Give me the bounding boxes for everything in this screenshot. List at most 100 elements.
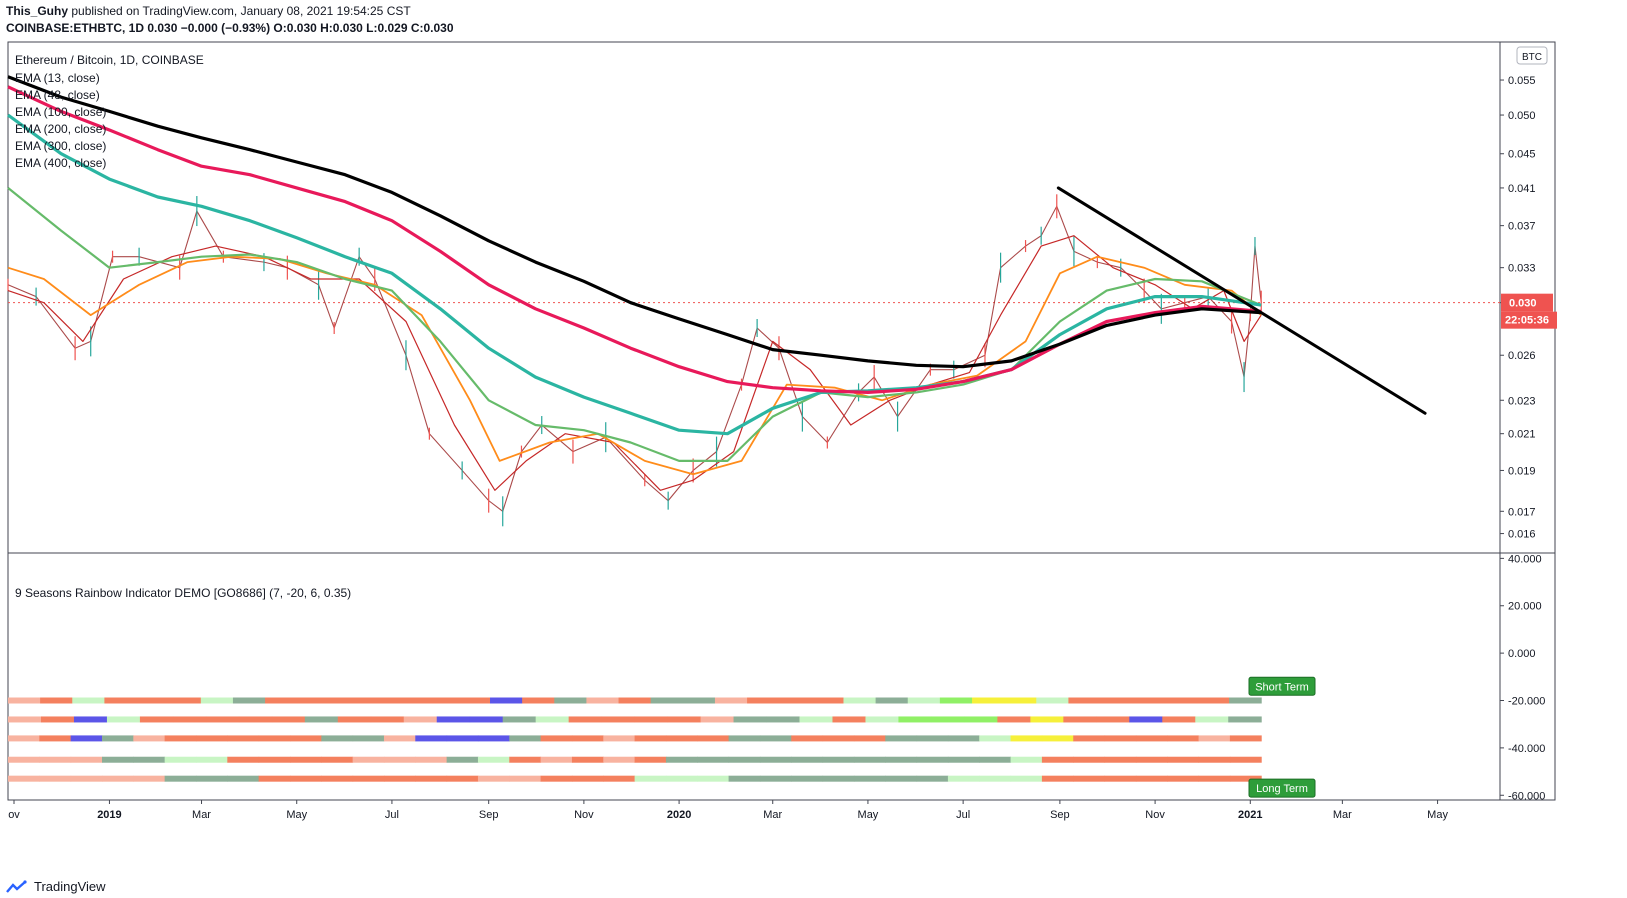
rainbow-segment [634,775,667,782]
rainbow-segment [766,716,801,723]
price-badge-value: 0.030 [1509,298,1537,310]
symbol-ohlc-line: COINBASE:ETHBTC, 1D 0.030 −0.000 (−0.93%… [6,21,454,35]
legend-ema-200[interactable]: EMA (200, close) [15,122,107,136]
rainbow-segment [665,756,698,763]
rainbow-segment [1196,697,1230,704]
rainbow-segment [865,716,899,723]
rainbow-segment [535,716,570,723]
ema-line-5 [7,75,1262,369]
ema-line-3 [7,113,1262,436]
price-tick-label: 0.017 [1508,506,1536,518]
rainbow-segment [747,697,780,704]
legend-ema-13[interactable]: EMA (13, close) [15,71,100,85]
rainbow-segment [997,716,1031,723]
rainbow-segment [477,735,510,742]
published-text: published on TradingView.com, January 08… [71,4,411,18]
price-tick-label: 0.026 [1508,350,1536,362]
rainbow-segment [1229,775,1262,782]
countdown-badge-box [1501,311,1557,329]
rainbow-segment [1162,716,1196,723]
rainbow-segment [265,697,298,704]
price-tick-label: 0.041 [1508,183,1536,195]
rainbow-segment [1132,697,1166,704]
footer-brand[interactable]: TradingView [6,879,106,894]
rainbow-segment [964,716,998,723]
rainbow-segment [1229,697,1262,704]
rainbow-segment [916,756,949,763]
legend-ema-48[interactable]: EMA (48, close) [15,88,100,102]
rainbow-segment [728,775,761,782]
price-tick-label: 0.023 [1508,395,1536,407]
rainbow-segment [733,716,768,723]
publish-info: This_Guhy published on TradingView.com, … [6,4,411,18]
rainbow-segment [1167,775,1200,782]
rainbow-segment [586,697,620,704]
ema-line-2 [7,187,1262,462]
price-tick-label: 0.021 [1508,429,1536,441]
legend-ema-300[interactable]: EMA (300, close) [15,139,107,153]
indicator-label-box [1248,676,1316,696]
rainbow-segment [1164,697,1198,704]
rainbow-segment [227,756,260,763]
rainbow-segment [697,735,730,742]
price-tick-label: 0.033 [1508,263,1536,275]
rainbow-segment [1198,735,1231,742]
rainbow-segment [1073,756,1106,763]
currency-badge-label: BTC [1522,52,1542,63]
rainbow-segment [8,716,42,723]
indicator-tick-label: -40.000 [1508,743,1545,755]
rainbow-segment [540,775,573,782]
author-name[interactable]: This_Guhy [6,4,69,18]
legend-ema-400[interactable]: EMA (400, close) [15,156,107,170]
rainbow-segment [540,756,573,763]
rainbow-segment [1104,735,1137,742]
legend-title: Ethereum / Bitcoin, 1D, COINBASE [15,53,204,67]
rainbow-segment [227,775,260,782]
rainbow-segment [603,735,636,742]
rainbow-segment [700,716,735,723]
rainbow-segment [634,716,669,723]
price-badge-countdown: 22:05:36 [1505,315,1549,327]
rainbow-segment [415,756,448,763]
rainbow-segment [39,756,72,763]
x-tick-label: Sep [479,809,499,821]
rainbow-segment [811,697,844,704]
rainbow-segment [728,735,761,742]
rainbow-segment [1135,735,1168,742]
rainbow-segment [728,756,761,763]
rainbow-segment [1229,735,1262,742]
rainbow-segment [1229,756,1262,763]
price-tick-label: 0.016 [1508,529,1536,541]
rainbow-segment [759,735,792,742]
indicator-legend[interactable]: 9 Seasons Rainbow Indicator DEMO [GO8686… [15,586,352,600]
rainbow-segment [469,716,504,723]
indicator-tick-label: 40.000 [1508,553,1542,565]
rainbow-segment [1010,735,1043,742]
rainbow-row-2 [8,735,1262,742]
rainbow-segment [603,775,636,782]
rainbow-segment [1135,756,1168,763]
rainbow-segment [40,697,73,704]
x-tick-label: ov [8,809,20,821]
indicator-tick-label: -20.000 [1508,696,1545,708]
price-tick-label: 0.019 [1508,465,1536,477]
rainbow-segment [1167,756,1200,763]
rainbow-row-0 [8,697,1262,704]
rainbow-segment [979,735,1012,742]
main-legend: Ethereum / Bitcoin, 1D, COINBASE EMA (13… [15,53,204,170]
rainbow-segment [554,697,587,704]
price-tick-label: 0.050 [1508,110,1536,122]
rainbow-segment [8,756,40,763]
rainbow-segment [370,716,405,723]
rainbow-segment [1096,716,1130,723]
rainbow-segment [133,756,166,763]
rainbow-segment [258,775,291,782]
legend-ema-100[interactable]: EMA (100, close) [15,105,107,119]
rainbow-segment [70,735,103,742]
chart-frame [7,41,1556,801]
long-term-label: Long Term [1248,778,1316,798]
rainbow-segment [885,735,918,742]
rainbow-segment [791,756,824,763]
ema-line-4 [7,85,1262,394]
x-tick-label: Sep [1050,809,1070,821]
